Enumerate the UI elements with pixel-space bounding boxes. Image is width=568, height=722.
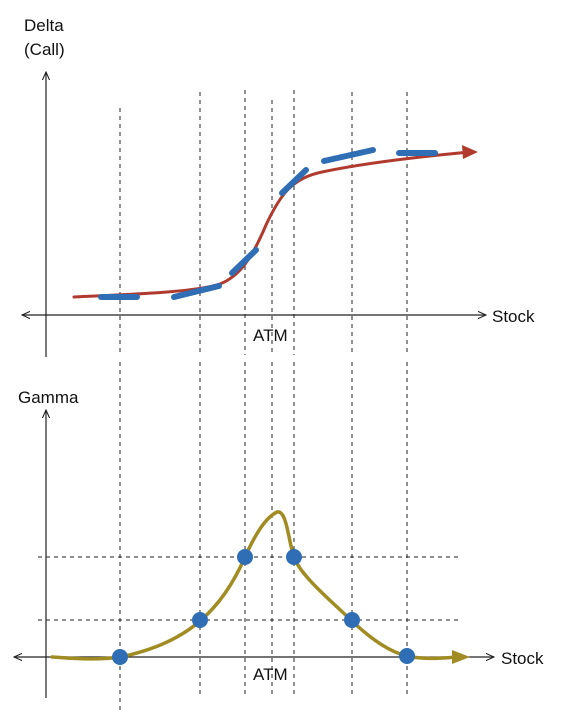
- gamma-point: [399, 648, 415, 664]
- gamma-y-axis-label: Gamma: [18, 388, 79, 407]
- gamma-x-axis-label: Stock: [501, 649, 544, 668]
- gamma-curve: [50, 510, 460, 661]
- gamma-level-lines: [38, 556, 460, 621]
- delta-y-axis-label-line1: Delta: [24, 16, 64, 35]
- gamma-point: [286, 549, 302, 565]
- gamma-guide-lines: [119, 362, 408, 712]
- delta-atm-label: ATM: [253, 326, 288, 345]
- delta-panel: Delta (Call) Stock ATM: [22, 16, 535, 357]
- delta-y-axis-label-line2: (Call): [24, 40, 65, 59]
- gamma-point: [344, 612, 360, 628]
- gamma-curve-arrowhead: [452, 650, 470, 664]
- tangent-segment: [229, 247, 259, 276]
- tangent-segment: [171, 283, 222, 300]
- tangent-segment: [321, 147, 376, 164]
- delta-curve: [72, 150, 472, 299]
- gamma-atm-label: ATM: [253, 665, 288, 684]
- delta-x-axis-label: Stock: [492, 307, 535, 326]
- gamma-points: [112, 549, 415, 665]
- delta-tangent-segments: [98, 147, 438, 300]
- gamma-point: [192, 612, 208, 628]
- gamma-point: [237, 549, 253, 565]
- delta-curve-arrowhead: [462, 145, 478, 159]
- gamma-panel: Gamma Stock ATM: [14, 362, 544, 712]
- gamma-point: [112, 649, 128, 665]
- tangent-segment: [279, 167, 309, 196]
